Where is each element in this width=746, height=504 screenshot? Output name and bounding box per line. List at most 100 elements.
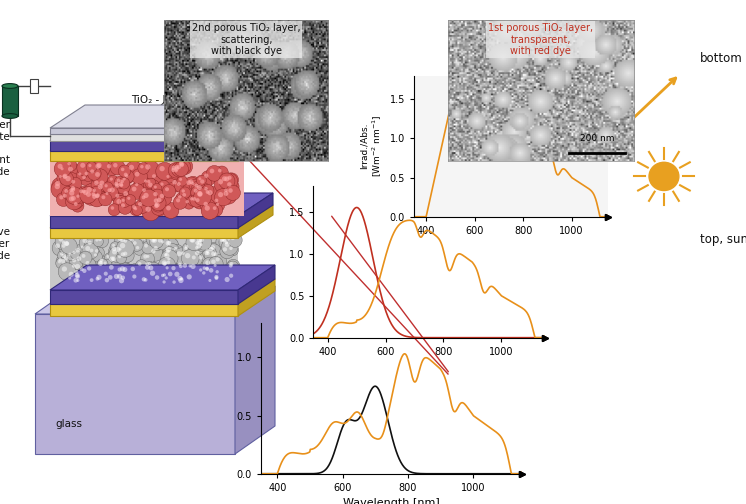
Circle shape bbox=[107, 175, 119, 186]
Circle shape bbox=[163, 262, 166, 266]
Circle shape bbox=[144, 244, 148, 247]
Circle shape bbox=[58, 250, 74, 266]
Circle shape bbox=[86, 261, 90, 265]
Circle shape bbox=[68, 183, 82, 197]
Circle shape bbox=[105, 272, 120, 287]
Circle shape bbox=[196, 234, 212, 250]
Circle shape bbox=[182, 245, 192, 256]
Circle shape bbox=[83, 259, 96, 272]
Circle shape bbox=[59, 170, 76, 187]
Circle shape bbox=[119, 197, 131, 207]
Circle shape bbox=[93, 188, 96, 192]
Circle shape bbox=[192, 256, 195, 260]
Circle shape bbox=[95, 194, 100, 198]
Circle shape bbox=[183, 263, 187, 268]
Circle shape bbox=[91, 177, 107, 193]
Circle shape bbox=[166, 261, 170, 264]
Circle shape bbox=[154, 185, 157, 188]
Circle shape bbox=[104, 184, 107, 187]
Circle shape bbox=[198, 193, 202, 196]
Circle shape bbox=[166, 249, 170, 254]
Circle shape bbox=[118, 255, 121, 259]
Text: top, sun: top, sun bbox=[700, 232, 746, 245]
Circle shape bbox=[87, 276, 100, 288]
Circle shape bbox=[147, 180, 151, 183]
Circle shape bbox=[186, 200, 189, 204]
Circle shape bbox=[87, 246, 99, 259]
Circle shape bbox=[157, 198, 161, 202]
Circle shape bbox=[143, 255, 148, 259]
Circle shape bbox=[95, 258, 111, 274]
Circle shape bbox=[72, 267, 85, 281]
Circle shape bbox=[72, 261, 89, 278]
Circle shape bbox=[225, 185, 240, 201]
Circle shape bbox=[80, 187, 92, 199]
Circle shape bbox=[110, 242, 120, 252]
Circle shape bbox=[180, 163, 184, 167]
Circle shape bbox=[61, 259, 66, 264]
Circle shape bbox=[213, 255, 227, 269]
Circle shape bbox=[172, 166, 176, 170]
Circle shape bbox=[110, 187, 115, 193]
Circle shape bbox=[116, 194, 119, 198]
Circle shape bbox=[130, 203, 142, 216]
Circle shape bbox=[142, 177, 153, 188]
Circle shape bbox=[186, 180, 191, 185]
Circle shape bbox=[75, 264, 80, 269]
Polygon shape bbox=[50, 111, 273, 134]
Circle shape bbox=[146, 267, 164, 285]
Circle shape bbox=[55, 181, 60, 186]
Circle shape bbox=[112, 180, 127, 196]
Circle shape bbox=[198, 241, 201, 244]
Circle shape bbox=[213, 268, 225, 279]
Circle shape bbox=[185, 245, 189, 248]
Circle shape bbox=[167, 257, 171, 261]
Circle shape bbox=[78, 172, 81, 175]
Circle shape bbox=[168, 272, 172, 276]
Circle shape bbox=[206, 265, 221, 280]
Circle shape bbox=[116, 199, 122, 204]
Circle shape bbox=[139, 193, 152, 206]
Circle shape bbox=[93, 236, 104, 246]
Circle shape bbox=[178, 278, 184, 283]
Circle shape bbox=[114, 232, 132, 250]
Circle shape bbox=[104, 272, 108, 276]
Circle shape bbox=[118, 273, 133, 287]
Circle shape bbox=[129, 165, 134, 170]
Circle shape bbox=[207, 251, 210, 255]
Circle shape bbox=[192, 197, 196, 201]
Circle shape bbox=[219, 237, 225, 242]
Circle shape bbox=[54, 160, 71, 177]
Circle shape bbox=[128, 197, 131, 200]
Circle shape bbox=[216, 203, 219, 206]
Circle shape bbox=[139, 274, 153, 289]
Circle shape bbox=[84, 264, 98, 278]
Circle shape bbox=[165, 276, 168, 280]
Circle shape bbox=[95, 235, 108, 248]
Circle shape bbox=[69, 188, 73, 192]
Circle shape bbox=[129, 236, 134, 241]
Circle shape bbox=[160, 182, 163, 186]
Circle shape bbox=[180, 191, 192, 203]
Circle shape bbox=[193, 233, 211, 251]
Circle shape bbox=[178, 275, 189, 286]
Circle shape bbox=[179, 161, 184, 166]
Circle shape bbox=[184, 247, 187, 250]
Circle shape bbox=[198, 177, 201, 180]
Text: 200 nm: 200 nm bbox=[580, 134, 614, 143]
Circle shape bbox=[226, 271, 240, 285]
Circle shape bbox=[123, 172, 134, 183]
Circle shape bbox=[140, 251, 154, 266]
Circle shape bbox=[210, 169, 214, 173]
Circle shape bbox=[58, 165, 69, 175]
Circle shape bbox=[141, 276, 154, 288]
Circle shape bbox=[155, 275, 160, 280]
Polygon shape bbox=[238, 111, 273, 141]
Circle shape bbox=[82, 175, 86, 179]
Circle shape bbox=[222, 238, 234, 250]
Circle shape bbox=[118, 249, 132, 264]
Circle shape bbox=[67, 186, 79, 198]
Circle shape bbox=[69, 191, 75, 196]
Circle shape bbox=[116, 253, 127, 264]
Circle shape bbox=[135, 172, 140, 176]
